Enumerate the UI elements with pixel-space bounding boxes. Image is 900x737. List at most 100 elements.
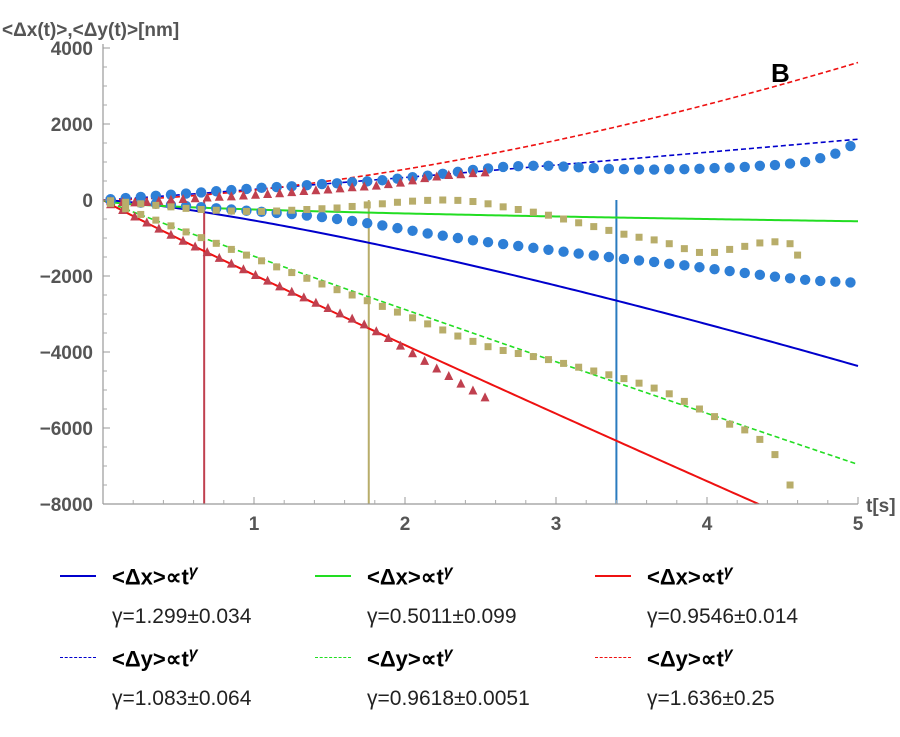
data-point-triangle [287,286,297,296]
data-point-square [695,405,703,413]
data-point-circle [377,220,388,231]
data-point-square [137,210,145,218]
data-point-square [620,375,628,383]
data-point-square [424,196,432,204]
data-point-circle [588,250,599,261]
data-point-triangle [263,275,273,285]
legend-expression: <Δy>∝tγ [112,645,198,672]
data-point-triangle [347,313,357,323]
data-point-circle [784,158,796,169]
data-point-square [333,204,341,212]
data-point-triangle [238,190,248,200]
data-point-square [378,302,386,310]
data-point-square [575,363,583,371]
data-point-square [786,481,794,489]
data-point-circle [452,232,464,244]
y-tick-label: −4000 [40,343,93,364]
data-point-square [650,384,658,392]
data-point-square [620,230,628,238]
data-point-circle [679,164,690,175]
data-point-square [393,308,401,316]
data-point-square [212,239,220,247]
data-point-square [227,245,235,253]
fit-curve [103,199,761,504]
legend-expression: <Δx>∝tγ [647,563,733,590]
data-point-triangle [263,189,273,199]
data-point-circle [603,163,615,175]
data-point-square [469,198,477,206]
data-point-square [771,451,779,459]
data-point-square [333,286,341,294]
x-tick-label: 4 [702,514,713,535]
x-tick-label: 1 [249,514,260,535]
data-point-square [454,332,462,340]
legend-expression: <Δx>∝tγ [112,563,198,590]
data-point-circle [286,181,297,192]
data-point-square [318,205,326,213]
data-point-circle [573,162,584,173]
data-point-triangle [130,197,140,207]
data-point-square [363,297,371,305]
data-point-circle [739,161,750,173]
data-point-circle [528,242,539,254]
data-point-circle [664,164,675,175]
data-point-triangle [432,363,442,373]
data-point-triangle [323,184,333,194]
data-point-triangle [202,247,212,257]
legend-swatch [315,575,351,577]
data-point-circle [195,187,207,198]
data-point-square [741,426,749,434]
data-point-square [544,211,552,219]
data-point-square [273,207,281,215]
data-point-circle [573,248,584,259]
data-point-triangle [323,303,333,313]
x-tick-label: 5 [853,514,864,535]
data-point-square [303,206,311,213]
data-point-triangle [311,297,321,307]
data-point-circle [513,160,524,172]
data-point-square [680,397,688,405]
data-point-circle [830,276,841,287]
data-point-square [635,379,643,387]
data-point-triangle [166,229,176,239]
legend-item: <Δy>∝tγ γ=1.636±0.25 [595,645,885,727]
fit-curve [103,199,859,367]
data-point-square [590,223,598,231]
data-point-circle [377,175,388,186]
data-point-triangle [359,181,369,191]
data-point-square [227,207,235,215]
data-point-triangle [226,191,236,201]
data-point-square [363,201,371,209]
data-point-square [560,359,568,367]
data-point-circle [618,253,630,265]
legend-gamma-value: γ=1.299±0.034 [112,605,252,628]
data-point-triangle [395,177,405,187]
data-point-square [197,206,205,213]
panel-label: B [771,58,790,88]
data-point-square [182,204,190,212]
legend-swatch [595,657,631,658]
data-point-square [122,205,130,213]
data-point-square [650,236,658,244]
data-point-triangle [275,188,285,198]
data-point-triangle [408,175,418,185]
data-point-triangle [214,191,224,201]
data-point-square [665,390,673,398]
data-point-triangle [371,326,381,336]
y-tick-label: 0 [82,191,93,212]
data-point-triangle [335,183,345,193]
data-point-triangle [444,170,454,180]
data-point-circle [739,267,750,279]
data-point-triangle [383,179,393,189]
data-point-triangle [190,193,200,203]
data-point-circle [754,160,766,171]
data-point-circle [648,164,660,175]
data-point-square [756,239,764,247]
data-point-square [303,274,311,282]
data-point-circle [845,277,856,288]
data-point-circle [392,222,403,234]
data-point-circle [497,161,509,173]
data-point-circle [830,148,841,159]
x-tick-label: 3 [551,514,562,535]
data-point-square [499,346,507,354]
